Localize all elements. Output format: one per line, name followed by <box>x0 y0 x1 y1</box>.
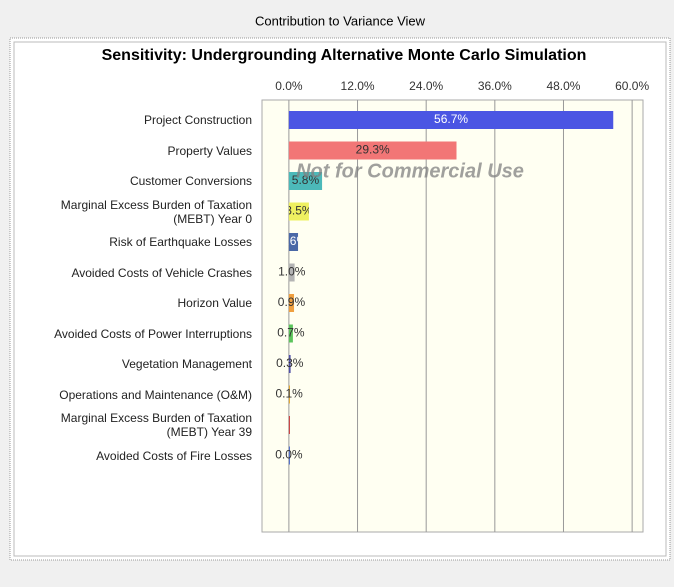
category-label: Avoided Costs of Power Interruptions <box>54 326 252 341</box>
bar <box>288 446 290 465</box>
bar <box>288 111 614 129</box>
category-label: Horizon Value <box>177 296 252 310</box>
category-label: Avoided Costs of Fire Losses <box>96 448 252 463</box>
value-label: 0.7% <box>277 326 305 340</box>
category-label: Avoided Costs of Vehicle Crashes <box>71 265 252 280</box>
value-label: 5.8% <box>292 173 320 187</box>
bar <box>288 202 309 221</box>
category-label: Customer Conversions <box>129 174 252 188</box>
x-tick-label: 48.0% <box>546 79 580 93</box>
category-label: Risk of Earthquake Losses <box>109 235 252 249</box>
bar <box>288 385 290 404</box>
value-label: 1.6% <box>280 234 308 248</box>
x-tick-label: 24.0% <box>409 79 443 93</box>
watermark: Not for Commercial Use <box>296 160 524 182</box>
plot-area <box>261 99 644 533</box>
chart-title: Sensitivity: Undergrounding Alternative … <box>102 47 587 64</box>
value-label: 3.5% <box>285 204 313 218</box>
value-label: 0.1% <box>275 387 303 401</box>
x-tick-label: 12.0% <box>341 79 375 93</box>
value-label: 0.9% <box>278 295 306 309</box>
value-label: 0.3% <box>276 356 304 370</box>
category-label: Operations and Maintenance (O&M) <box>59 387 252 402</box>
category-label: Marginal Excess Burden of Taxation (MEBT… <box>60 411 252 439</box>
bar <box>288 172 323 190</box>
value-label: 29.3% <box>356 143 390 157</box>
category-label: Property Values <box>167 143 253 158</box>
bar <box>288 233 299 251</box>
bar <box>288 324 293 343</box>
category-label: Marginal Excess Burden of Taxation (MEBT… <box>60 197 252 226</box>
bar <box>288 355 291 373</box>
bar <box>288 263 295 282</box>
category-label: Vegetation Management <box>121 357 252 371</box>
category-label: Project Construction <box>143 113 252 127</box>
value-label: 56.7% <box>434 112 468 126</box>
value-label: 1.0% <box>278 265 306 279</box>
value-label: 0.0% <box>275 448 303 462</box>
x-tick-label: 60.0% <box>615 79 649 93</box>
bar <box>288 141 457 160</box>
x-tick-label: 36.0% <box>478 79 512 93</box>
x-tick-label: 0.0% <box>275 79 303 93</box>
bar <box>288 416 290 434</box>
window-title: Contribution to Variance View <box>255 13 426 28</box>
bar <box>288 294 295 312</box>
